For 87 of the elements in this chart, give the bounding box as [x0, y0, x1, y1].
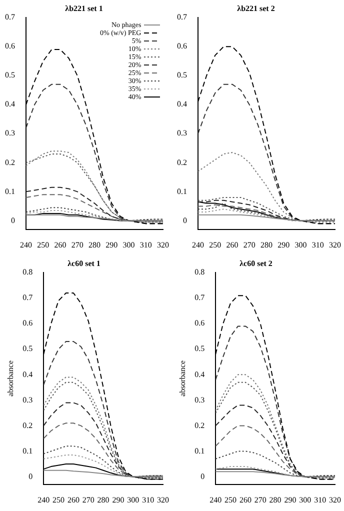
chart-title: λc60 set 1 — [68, 258, 100, 268]
y-tick-label: 0.1 — [177, 186, 187, 196]
x-tick-label: 320 — [329, 495, 341, 504]
y-tick-label: 0.2 — [5, 158, 15, 167]
line-series — [26, 210, 163, 222]
y-tick-label: 0.2 — [177, 158, 187, 167]
y-tick-label: 0.3 — [194, 395, 205, 404]
x-tick-label: 300 — [127, 495, 140, 504]
line-series — [44, 454, 163, 478]
x-tick-label: 270 — [71, 240, 84, 250]
x-tick-label: 290 — [112, 495, 124, 504]
x-tick-label: 320 — [329, 240, 341, 250]
x-tick-label: 240 — [192, 240, 204, 250]
y-tick-label: 0 — [28, 472, 33, 481]
line-series — [198, 208, 335, 222]
chart-title: λc60 set 2 — [240, 258, 272, 268]
y-tick-label: 0.4 — [194, 370, 205, 379]
x-tick-label: 250 — [224, 495, 237, 504]
y-tick-label: 0.1 — [5, 186, 15, 196]
x-tick-label: 280 — [260, 240, 272, 250]
line-series — [216, 450, 335, 478]
y-tick-label: 0.2 — [194, 420, 205, 430]
line-series — [216, 466, 335, 478]
y-tick-label: 0.7 — [194, 293, 205, 302]
y-tick-label: 0 — [11, 216, 15, 225]
x-tick-label: 260 — [67, 495, 80, 504]
x-tick-label: 300 — [122, 240, 135, 250]
y-tick-label: 0 — [183, 216, 187, 225]
x-tick-label: 270 — [254, 495, 266, 504]
x-tick-label: 280 — [88, 240, 100, 250]
line-series — [198, 152, 335, 223]
x-tick-label: 320 — [157, 495, 169, 504]
y-axis-title: absorbance — [178, 360, 187, 396]
x-tick-label: 310 — [140, 240, 152, 250]
y-axis-title: absorbance — [6, 360, 15, 396]
line-series — [216, 326, 335, 480]
x-tick-label: 320 — [157, 240, 169, 250]
y-tick-label: 0.6 — [5, 42, 15, 51]
y-tick-label: 0.1 — [194, 446, 205, 456]
y-tick-label: 0.1 — [22, 446, 33, 456]
y-tick-label: 0.6 — [177, 42, 187, 51]
y-tick-label: 0.5 — [22, 344, 33, 354]
line-series — [44, 446, 163, 478]
y-tick-label: 0.7 — [177, 12, 187, 22]
y-tick-label: 0.6 — [194, 318, 205, 328]
y-tick-label: 0.3 — [5, 128, 15, 138]
x-tick-label: 270 — [82, 495, 94, 504]
x-tick-label: 290 — [278, 240, 290, 250]
y-tick-label: 0.3 — [22, 395, 33, 404]
y-tick-label: 0.8 — [194, 268, 205, 277]
x-tick-label: 270 — [243, 240, 256, 250]
y-tick-label: 0.2 — [22, 420, 33, 430]
x-tick-label: 310 — [312, 240, 324, 250]
y-tick-label: 0.3 — [177, 128, 187, 138]
y-tick-label: 0.4 — [22, 370, 33, 379]
x-tick-label: 240 — [210, 495, 222, 504]
chart-title: λb221 set 2 — [237, 4, 275, 13]
x-tick-label: 280 — [97, 495, 110, 504]
x-tick-label: 290 — [284, 495, 296, 504]
y-tick-label: 0.5 — [177, 70, 187, 80]
y-tick-label: 0.7 — [22, 293, 33, 302]
y-tick-label: 0.4 — [177, 100, 187, 109]
x-tick-label: 260 — [239, 495, 252, 504]
line-series — [198, 84, 335, 224]
line-series — [26, 84, 163, 224]
y-tick-label: 0 — [200, 472, 205, 481]
x-tick-label: 250 — [52, 495, 65, 504]
x-tick-label: 250 — [209, 240, 222, 250]
y-tick-label: 0.5 — [194, 344, 205, 354]
x-tick-label: 240 — [38, 495, 50, 504]
y-tick-label: 0.8 — [22, 268, 33, 277]
x-tick-label: 240 — [20, 240, 32, 250]
x-tick-label: 300 — [294, 240, 307, 250]
x-tick-label: 260 — [54, 240, 66, 250]
x-tick-label: 310 — [142, 495, 154, 504]
x-tick-label: 300 — [299, 495, 312, 504]
y-tick-label: 0.7 — [5, 12, 15, 22]
x-tick-label: 310 — [314, 495, 326, 504]
line-series — [26, 207, 163, 222]
y-tick-label: 0.4 — [5, 100, 15, 109]
y-tick-label: 0.5 — [5, 70, 15, 80]
chart-title: λb221 set 1 — [65, 4, 103, 13]
x-tick-label: 260 — [226, 240, 238, 250]
x-tick-label: 280 — [269, 495, 282, 504]
x-tick-label: 290 — [106, 240, 118, 250]
x-tick-label: 250 — [37, 240, 50, 250]
y-tick-label: 0.6 — [22, 318, 33, 328]
